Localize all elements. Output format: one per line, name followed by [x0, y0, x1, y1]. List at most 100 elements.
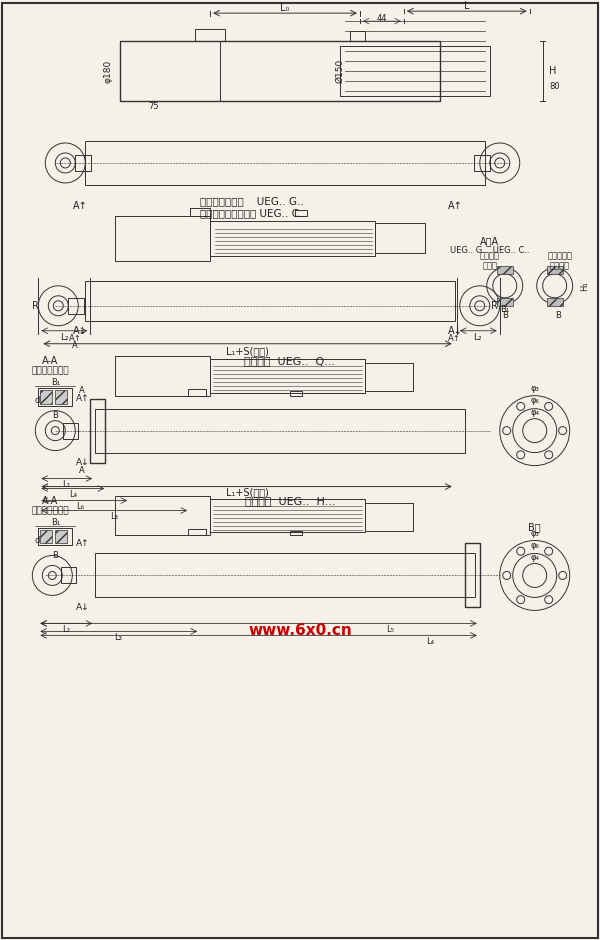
Text: A↑: A↑ [73, 201, 88, 211]
Text: A: A [73, 341, 78, 351]
Bar [95, 409, 465, 452]
Bar [195, 29, 225, 41]
Text: R: R [491, 301, 498, 311]
Text: A↓: A↓ [76, 603, 89, 612]
Text: L₁+S(行程): L₁+S(行程) [226, 488, 269, 497]
Text: φ₆: φ₆ [530, 541, 539, 550]
Bar [497, 298, 513, 306]
Text: B₁: B₁ [50, 378, 60, 387]
Bar [547, 266, 563, 274]
Bar [340, 46, 490, 96]
Bar [120, 41, 220, 101]
Bar [38, 387, 72, 406]
Text: L₁+S(行程): L₁+S(行程) [226, 346, 269, 355]
Text: A↓: A↓ [76, 458, 89, 467]
Text: B₁: B₁ [500, 306, 509, 314]
Text: 75: 75 [148, 102, 158, 111]
Text: L₂: L₂ [62, 480, 70, 489]
Text: φ₃: φ₃ [530, 384, 539, 393]
Text: d: d [35, 536, 40, 545]
Text: A↑: A↑ [448, 201, 462, 211]
Text: 后法兰式  UEG..  H...: 后法兰式 UEG.. H... [245, 495, 335, 506]
Text: φ180: φ180 [104, 59, 113, 83]
Bar [210, 498, 365, 532]
Bar [95, 554, 475, 598]
Text: 关节轴承式耳环: 关节轴承式耳环 [31, 506, 69, 515]
Text: B₁: B₁ [50, 518, 60, 527]
Text: L₃: L₃ [110, 512, 118, 521]
Text: Ø150: Ø150 [335, 59, 344, 83]
Bar [38, 527, 72, 545]
Text: R: R [32, 301, 39, 311]
Text: 80: 80 [550, 82, 560, 90]
Text: L: L [464, 1, 470, 11]
Text: A: A [79, 466, 85, 475]
Bar [188, 388, 206, 396]
Bar [85, 141, 485, 185]
Bar [188, 528, 206, 536]
Bar [63, 423, 78, 439]
Text: L₀: L₀ [280, 3, 290, 13]
Text: A↓: A↓ [448, 326, 462, 336]
Bar [295, 210, 307, 216]
Text: 无油润滑衬
套式耳环: 无油润滑衬 套式耳环 [547, 251, 572, 271]
Text: A↑: A↑ [69, 335, 82, 343]
Text: L₄: L₄ [69, 490, 77, 499]
Text: H₁: H₁ [580, 281, 589, 290]
Bar [85, 281, 455, 321]
Text: B: B [52, 411, 58, 420]
Bar [474, 155, 490, 171]
Bar [365, 503, 413, 530]
Bar [120, 41, 440, 101]
Bar [497, 266, 513, 274]
Text: A－A: A－A [480, 236, 499, 246]
Text: 关节轴承耳环式    UEG.. G..: 关节轴承耳环式 UEG.. G.. [200, 196, 304, 206]
Bar [350, 31, 365, 41]
Bar [365, 363, 413, 391]
Text: L₆: L₆ [76, 502, 84, 511]
Text: A-A: A-A [42, 495, 58, 506]
Bar [465, 543, 480, 607]
Bar [40, 529, 52, 543]
Text: A: A [79, 386, 85, 395]
Text: d: d [35, 396, 40, 405]
Text: L₂: L₂ [60, 334, 68, 342]
Bar [115, 355, 210, 396]
Text: φ₆: φ₆ [530, 396, 539, 405]
Text: A-A: A-A [42, 355, 58, 366]
Bar [90, 399, 105, 462]
Bar [210, 359, 365, 393]
Text: L₂: L₂ [62, 625, 70, 634]
Bar [375, 223, 425, 253]
Bar [190, 208, 210, 216]
Text: φ₄: φ₄ [530, 553, 539, 562]
Bar [115, 495, 210, 536]
Text: UEG.. G..  UEG.. C..: UEG.. G.. UEG.. C.. [450, 246, 530, 256]
Text: L₂: L₂ [473, 334, 482, 342]
Text: A↓: A↓ [73, 326, 88, 336]
Text: B向: B向 [529, 523, 541, 532]
Bar [55, 390, 67, 403]
Text: L₄: L₄ [426, 637, 434, 646]
Text: 关节轴承
式耳环: 关节轴承 式耳环 [480, 251, 500, 271]
Bar [68, 298, 84, 314]
Text: H: H [549, 66, 556, 76]
Text: B: B [52, 551, 58, 560]
Bar [61, 568, 76, 584]
Bar [210, 221, 375, 256]
Bar [75, 155, 91, 171]
Text: L₃: L₃ [114, 633, 122, 642]
Bar [115, 216, 210, 260]
Bar [290, 530, 302, 536]
Text: 关节轴承式耳环: 关节轴承式耳环 [31, 367, 69, 375]
Text: B: B [555, 311, 560, 321]
Text: B: B [502, 311, 508, 321]
Bar [55, 529, 67, 543]
Text: φ₄: φ₄ [530, 408, 539, 417]
Text: L₅: L₅ [386, 625, 394, 634]
Bar [290, 391, 302, 396]
Text: www.6x0.cn: www.6x0.cn [248, 623, 352, 638]
Text: 44: 44 [377, 13, 387, 23]
Text: 无油润滑衬套耳环式 UEG.. C..: 无油润滑衬套耳环式 UEG.. C.. [200, 208, 306, 218]
Text: A↑: A↑ [448, 335, 461, 343]
